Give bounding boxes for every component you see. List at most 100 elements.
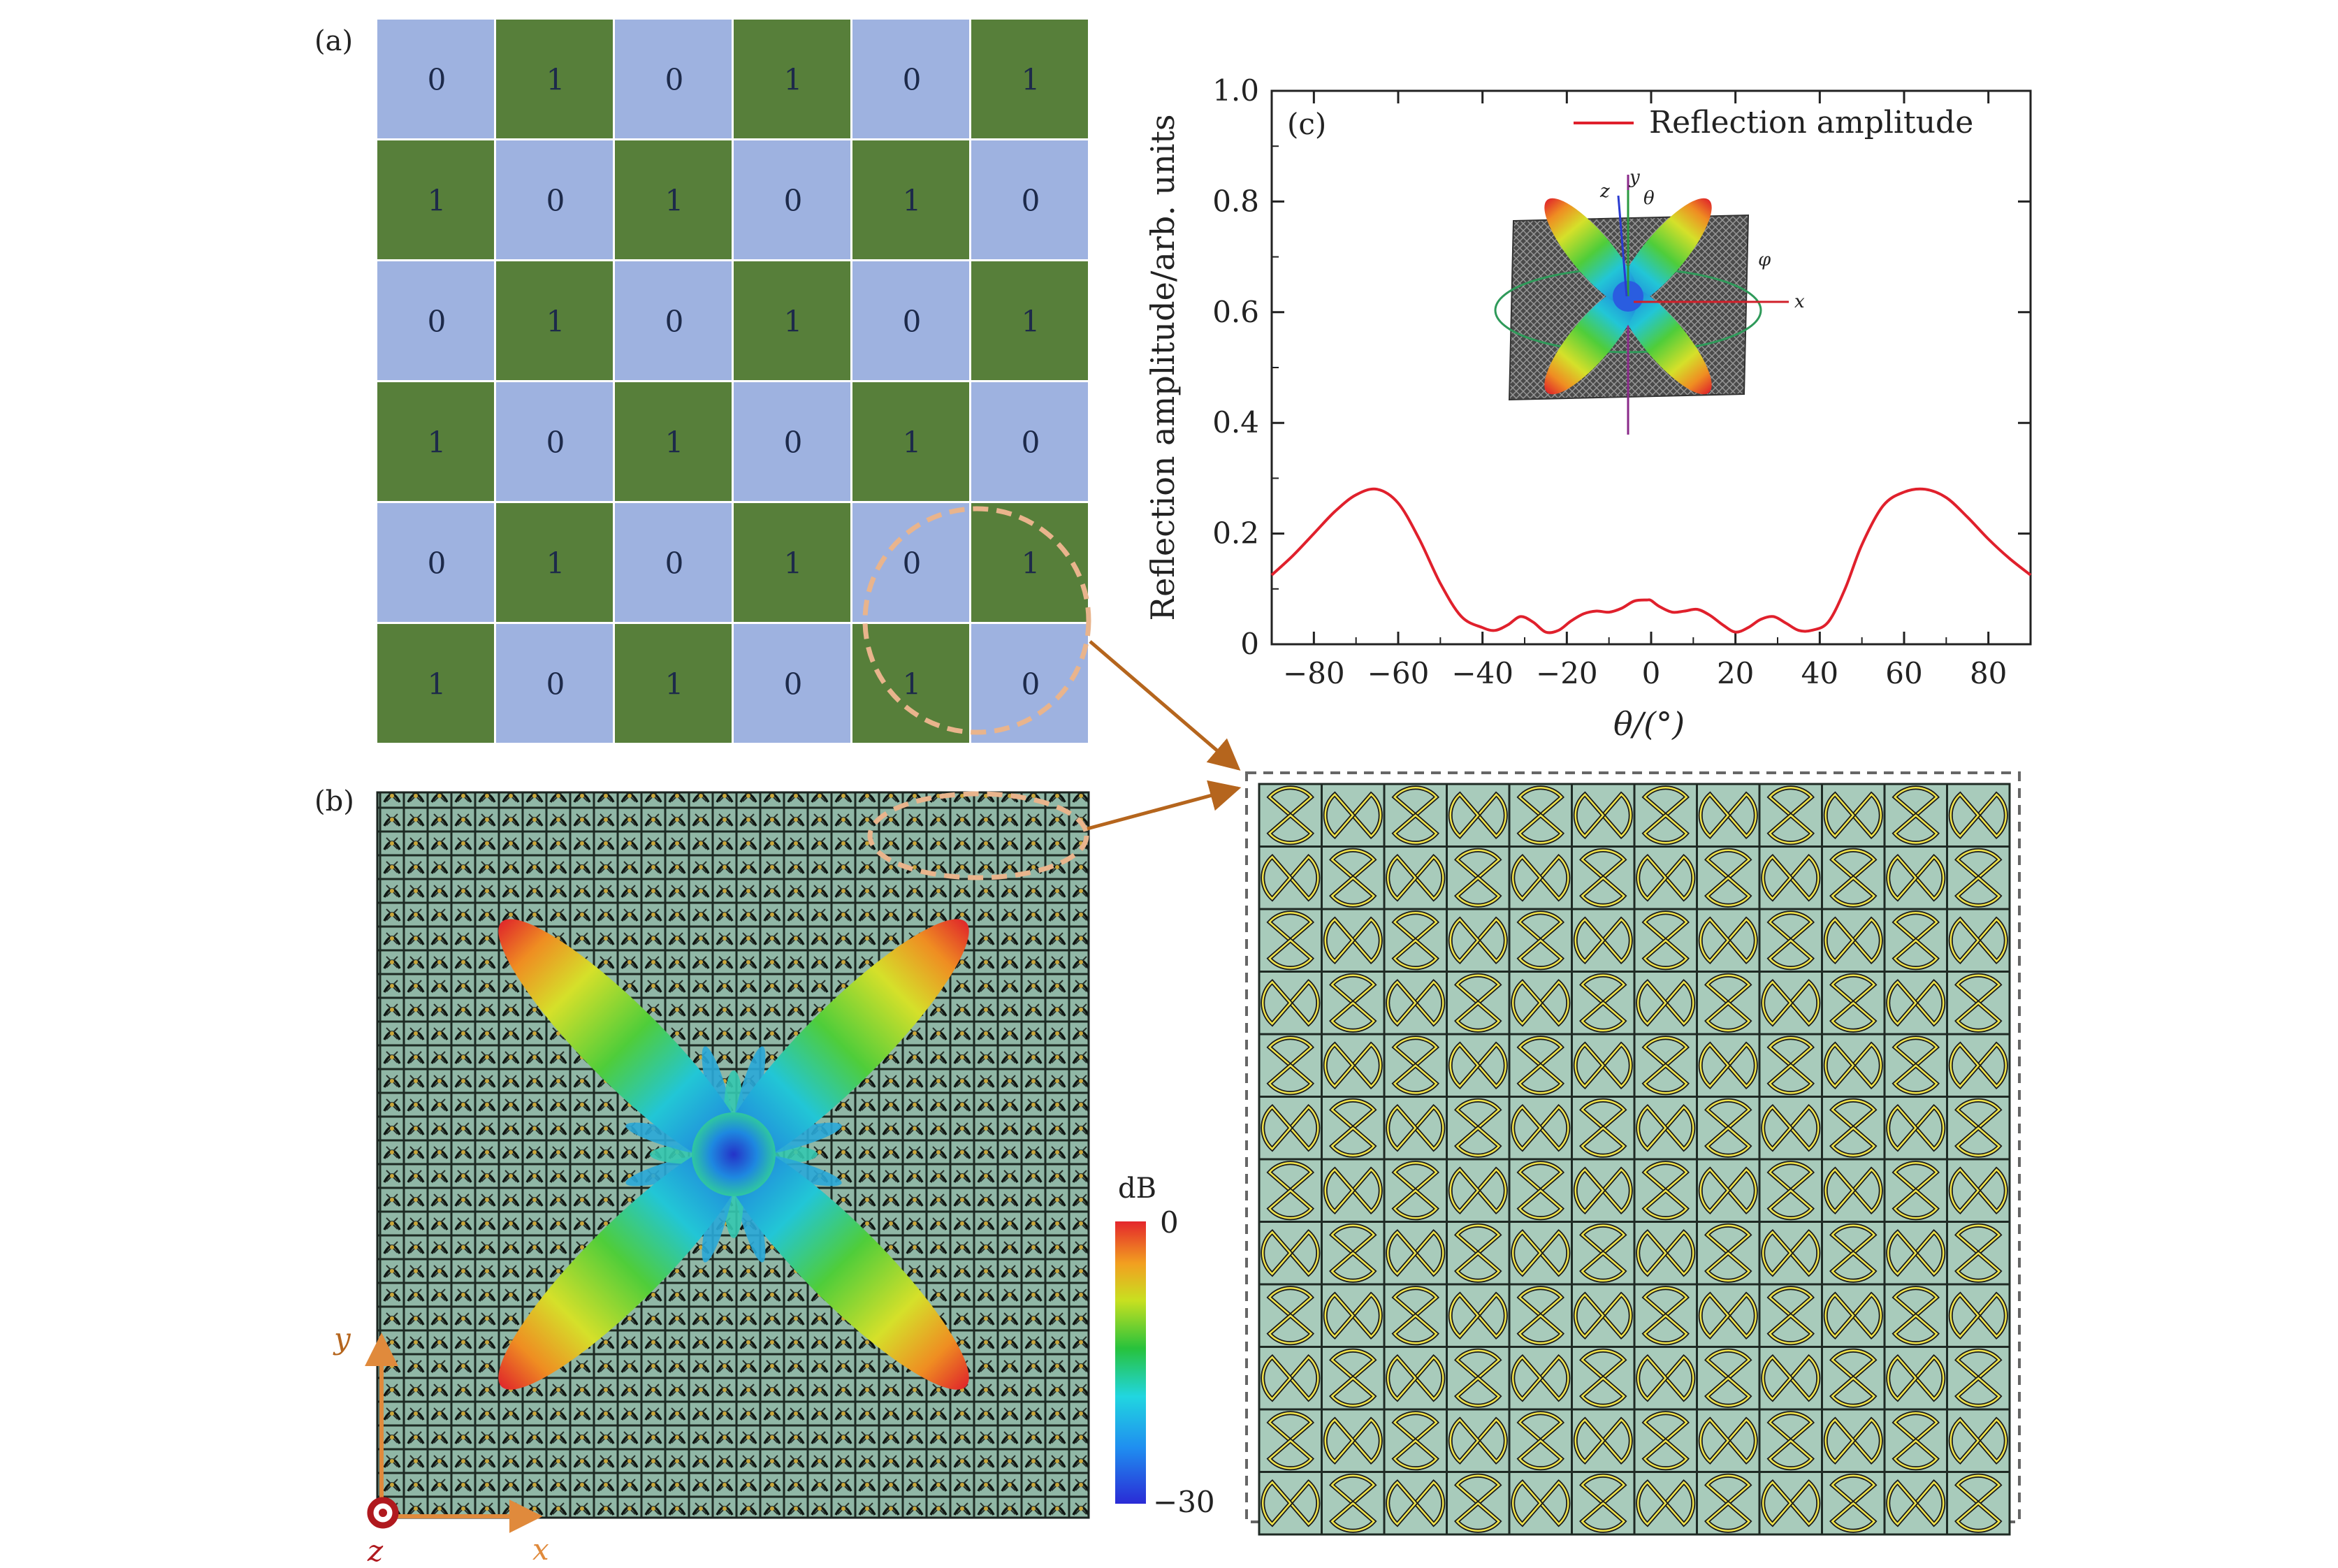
unit-cell [1258,783,1323,848]
unit-cell [1321,1283,1386,1348]
matrix-cell-value: 1 [546,63,565,97]
x-tick-label: 40 [1801,656,1838,690]
y-tick-label: 1.0 [1212,73,1259,108]
unit-cell [1258,1096,1323,1161]
matrix-cell [971,261,1088,380]
unit-cell [1258,1346,1323,1411]
unit-cell [1758,1471,1823,1536]
y-tick-label: 0.2 [1212,516,1259,551]
unit-cell [1258,908,1323,973]
coding-matrix: 0 1 0 1 0 1 1 0 1 0 1 0 0 1 0 1 0 1 1 0 1 0 1 0 0 1 0 1 0 1 1 0 1 0 1 0 [377,20,1088,743]
unit-cell [1508,1221,1573,1286]
matrix-cell-value: 1 [428,184,446,218]
unit-cell [1633,1158,1698,1223]
matrix-cell-value: 1 [903,667,922,702]
matrix-cell-value: 1 [784,546,803,581]
matrix-cell [971,382,1088,501]
colorbar-min-label: −30 [1153,1485,1215,1519]
matrix-cell [852,624,969,743]
unit-cell [1321,1096,1386,1161]
unit-cell [1571,1283,1636,1348]
unit-cell [1383,1408,1448,1473]
matrix-cell [734,624,850,743]
unit-cell [1883,1221,1948,1286]
inset-lobe [1616,284,1712,395]
unit-cell [1946,845,2011,910]
inset-3d-pattern: x y z θ φ [1494,167,1805,435]
matrix-cell [496,261,613,380]
matrix-cell [852,20,969,138]
unit-cell [1633,1408,1698,1473]
scattering-pattern [498,919,969,1390]
matrix-cell-value: 0 [665,546,684,581]
unit-cell [1508,783,1573,848]
matrix-cell [377,261,494,380]
unit-cell [1821,845,1886,910]
x-tick-label: −20 [1536,656,1598,690]
inset-z-label: z [1599,181,1610,202]
unit-cell [1696,908,1761,973]
matrix-cell-value: 0 [903,305,922,339]
matrix-cell [615,140,732,259]
unit-cell [1446,1283,1511,1348]
inset-lobe [1544,284,1640,395]
matrix-cell-value: 0 [428,63,446,97]
matrix-cell-value: 0 [428,546,446,581]
y-axis-label: y [333,1321,351,1356]
unit-cell [1883,783,1948,848]
x-axis-label: x [532,1532,549,1567]
unit-cell [1446,908,1511,973]
unit-cell [1758,783,1823,848]
unit-cell [1571,1221,1636,1286]
unit-cell [1633,1033,1698,1098]
panel-c-label: (c) [1287,107,1326,141]
unit-cell [1383,1158,1448,1223]
z-axis-label: z [367,1534,384,1568]
matrix-cell [377,503,494,622]
unit-cell [1946,1033,2011,1098]
x-tick-label: 60 [1885,656,1922,690]
matrix-cell [971,140,1088,259]
y-tick-label: 0.8 [1212,184,1259,218]
unit-cell [1321,1221,1386,1286]
unit-cell [1758,1346,1823,1411]
unit-cell [1508,1346,1573,1411]
unit-cell [1383,1346,1448,1411]
unit-cell [1446,1221,1511,1286]
x-tick-label: 20 [1717,656,1754,690]
matrix-cell [615,503,732,622]
matrix-cell [377,624,494,743]
unit-cell [1696,1221,1761,1286]
matrix-cell [496,140,613,259]
unit-cell [1946,1221,2011,1286]
unit-cell [1758,1283,1823,1348]
unit-cell [1946,908,2011,973]
scattering-main-lobes [498,919,969,1390]
unit-cell [1633,908,1698,973]
colorbar-gradient [1115,1221,1146,1504]
unit-cell [1696,1096,1761,1161]
matrix-cell [852,261,969,380]
unit-cell [1446,1471,1511,1536]
inset-lobe [1544,198,1640,309]
unit-cell [1321,1471,1386,1536]
unit-cell [1571,1471,1636,1536]
matrix-cell [734,261,850,380]
matrix-cell-value: 0 [784,667,803,702]
legend: Reflection amplitude [1574,105,1973,140]
unit-cell [1633,1283,1698,1348]
colorbar-unit: dB [1118,1173,1156,1205]
unit-cell [1383,1283,1448,1348]
unit-cell [1258,1033,1323,1098]
unit-cell [1571,908,1636,973]
unit-cell [1571,1096,1636,1161]
unit-cell [1821,1221,1886,1286]
matrix-cell [734,382,850,501]
unit-cell [1321,845,1386,910]
unit-cell [1946,783,2011,848]
matrix-cell [615,261,732,380]
x-tick-label: 0 [1642,656,1661,690]
unit-cell [1446,783,1511,848]
unit-cell [1508,1408,1573,1473]
unit-cell [1508,1471,1573,1536]
